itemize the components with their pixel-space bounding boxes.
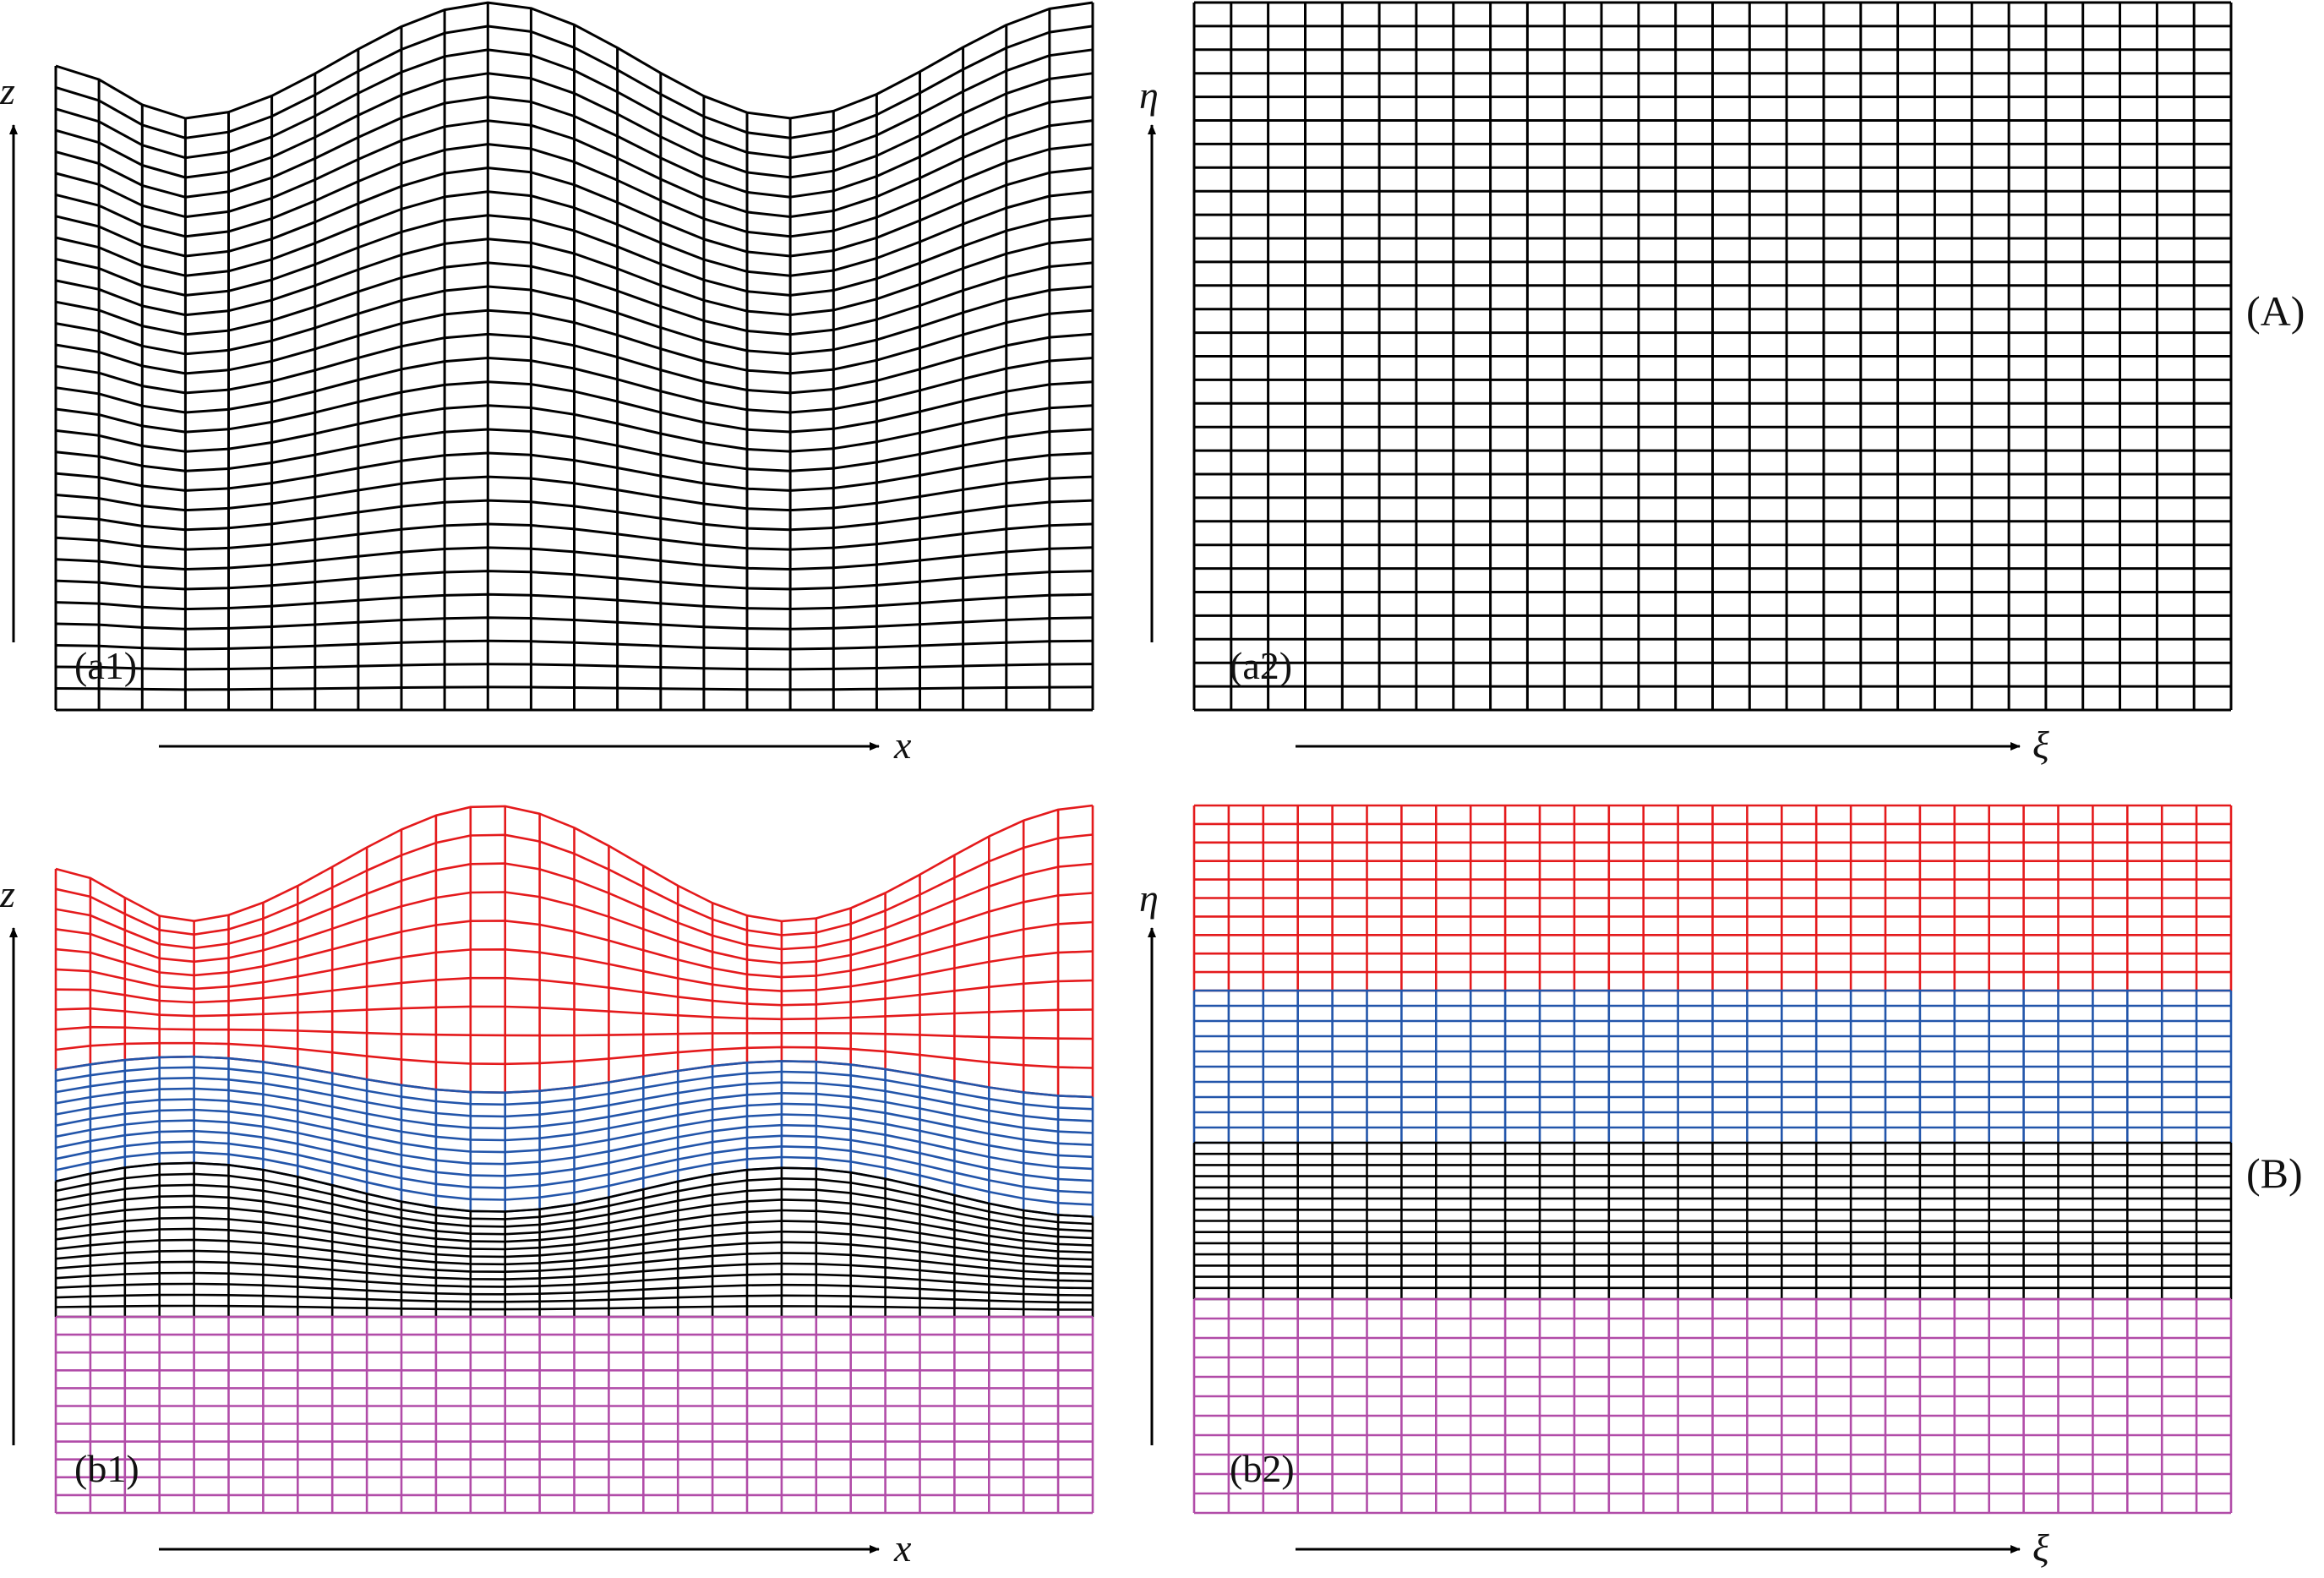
- panel-b2-eta-label: η: [1139, 876, 1159, 920]
- panel-b2-mesh: [1192, 804, 2233, 1515]
- panel-a1-x-label: x: [893, 723, 912, 767]
- panel-b1-mesh: [54, 804, 1094, 1515]
- panel-a1-z-label: z: [0, 69, 15, 112]
- panel-a2-eta-label: η: [1139, 74, 1159, 117]
- panel-b1-z-label: z: [0, 872, 15, 915]
- panel-b2-tag: (b2): [1230, 1447, 1295, 1490]
- panel-a2-mesh: [1192, 1, 2233, 712]
- panel-b1-tag: (b1): [74, 1447, 139, 1490]
- panel-a2-xi-label: ξ: [2032, 723, 2049, 767]
- row-label-B: (B): [2246, 1149, 2303, 1197]
- panel-a2-tag: (a2): [1230, 644, 1292, 687]
- panel-a1-tag: (a1): [74, 644, 137, 687]
- panel-a1-mesh: [54, 1, 1094, 712]
- panel-b2-xi-label: ξ: [2032, 1526, 2049, 1570]
- panel-b1-x-label: x: [893, 1526, 912, 1570]
- row-label-A: (A): [2246, 287, 2305, 335]
